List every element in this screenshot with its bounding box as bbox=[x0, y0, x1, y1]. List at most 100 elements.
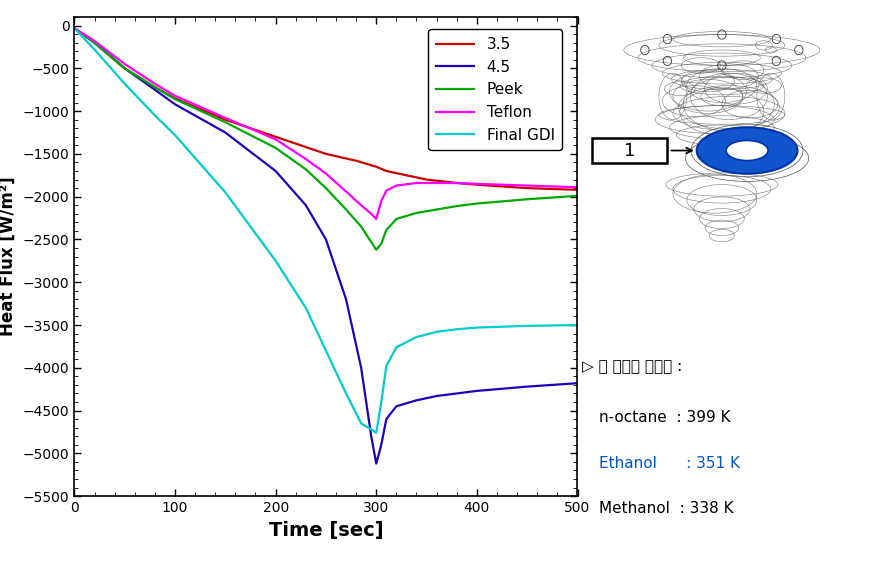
Line: 3.5: 3.5 bbox=[74, 28, 578, 190]
Peek bbox=[411, 210, 422, 217]
3.5 bbox=[220, 116, 231, 123]
4.5 bbox=[376, 441, 387, 448]
4.5 bbox=[89, 39, 100, 46]
Peek bbox=[89, 39, 100, 46]
4.5 bbox=[69, 25, 80, 32]
Teflon bbox=[376, 197, 387, 204]
Teflon bbox=[431, 180, 442, 187]
Teflon bbox=[89, 37, 100, 44]
Teflon bbox=[371, 215, 382, 222]
4.5 bbox=[366, 433, 376, 439]
Teflon bbox=[452, 180, 462, 187]
Peek bbox=[381, 227, 391, 234]
Teflon bbox=[270, 136, 281, 143]
Final GDI bbox=[572, 321, 583, 328]
Teflon bbox=[301, 155, 312, 162]
4.5 bbox=[452, 390, 462, 397]
4.5 bbox=[150, 86, 160, 93]
3.5 bbox=[69, 25, 80, 32]
Teflon bbox=[69, 25, 80, 32]
Final GDI bbox=[452, 326, 462, 333]
Line: Peek: Peek bbox=[74, 28, 578, 249]
Teflon bbox=[381, 187, 391, 194]
Teflon bbox=[119, 61, 130, 67]
Text: ▷ 각 연료의 끓는점 :: ▷ 각 연료의 끓는점 : bbox=[582, 359, 682, 374]
Final GDI bbox=[376, 399, 387, 405]
4.5 bbox=[321, 236, 332, 243]
Peek bbox=[270, 145, 281, 151]
Ellipse shape bbox=[696, 128, 797, 174]
4.5 bbox=[170, 101, 180, 108]
4.5 bbox=[411, 397, 422, 404]
Teflon bbox=[321, 170, 332, 177]
3.5 bbox=[381, 168, 391, 175]
3.5 bbox=[351, 157, 361, 164]
4.5 bbox=[522, 383, 532, 390]
Final GDI bbox=[381, 363, 391, 370]
3.5 bbox=[170, 95, 180, 101]
Peek bbox=[572, 192, 583, 199]
Legend: 3.5, 4.5, Peek, Teflon, Final GDI: 3.5, 4.5, Peek, Teflon, Final GDI bbox=[429, 29, 563, 150]
Peek bbox=[301, 166, 312, 173]
3.5 bbox=[452, 180, 462, 187]
Ellipse shape bbox=[726, 141, 768, 160]
Teflon bbox=[472, 180, 482, 187]
Final GDI bbox=[69, 25, 80, 32]
Peek bbox=[371, 246, 382, 253]
Peek bbox=[119, 65, 130, 72]
3.5 bbox=[119, 65, 130, 72]
Teflon bbox=[411, 180, 422, 187]
Teflon bbox=[572, 184, 583, 191]
3.5 bbox=[371, 163, 382, 170]
3.5 bbox=[572, 187, 583, 193]
Final GDI bbox=[89, 46, 100, 53]
4.5 bbox=[381, 416, 391, 422]
FancyBboxPatch shape bbox=[592, 138, 668, 163]
Text: Methanol  : 338 K: Methanol : 338 K bbox=[599, 501, 734, 516]
4.5 bbox=[301, 202, 312, 209]
Text: Ethanol      : 351 K: Ethanol : 351 K bbox=[599, 456, 740, 471]
4.5 bbox=[391, 403, 402, 410]
Final GDI bbox=[340, 390, 351, 397]
Peek bbox=[522, 196, 532, 202]
Peek bbox=[150, 84, 160, 91]
Peek bbox=[321, 185, 332, 192]
Text: n-octane  : 399 K: n-octane : 399 K bbox=[599, 411, 731, 425]
Peek bbox=[366, 239, 376, 246]
Peek bbox=[170, 96, 180, 103]
Peek bbox=[340, 206, 351, 213]
3.5 bbox=[150, 84, 160, 91]
4.5 bbox=[340, 296, 351, 303]
4.5 bbox=[371, 460, 382, 467]
Teflon bbox=[356, 202, 367, 209]
Peek bbox=[356, 223, 367, 230]
Teflon bbox=[391, 182, 402, 189]
4.5 bbox=[472, 387, 482, 394]
Final GDI bbox=[301, 304, 312, 311]
Final GDI bbox=[119, 81, 130, 87]
4.5 bbox=[220, 129, 231, 136]
Final GDI bbox=[366, 426, 376, 433]
Final GDI bbox=[522, 323, 532, 329]
Line: Teflon: Teflon bbox=[74, 28, 578, 219]
Final GDI bbox=[411, 333, 422, 340]
Teflon bbox=[220, 115, 231, 121]
Line: Final GDI: Final GDI bbox=[74, 28, 578, 433]
3.5 bbox=[401, 172, 411, 179]
4.5 bbox=[431, 392, 442, 399]
4.5 bbox=[356, 365, 367, 371]
Teflon bbox=[150, 81, 160, 87]
Teflon bbox=[366, 210, 376, 217]
Teflon bbox=[170, 92, 180, 99]
3.5 bbox=[422, 176, 432, 183]
Final GDI bbox=[321, 347, 332, 354]
4.5 bbox=[270, 168, 281, 175]
Line: 4.5: 4.5 bbox=[74, 28, 578, 464]
Final GDI bbox=[150, 112, 160, 119]
Final GDI bbox=[472, 324, 482, 331]
Peek bbox=[472, 200, 482, 207]
Final GDI bbox=[391, 344, 402, 350]
Teflon bbox=[522, 182, 532, 189]
3.5 bbox=[472, 181, 482, 188]
3.5 bbox=[89, 39, 100, 46]
